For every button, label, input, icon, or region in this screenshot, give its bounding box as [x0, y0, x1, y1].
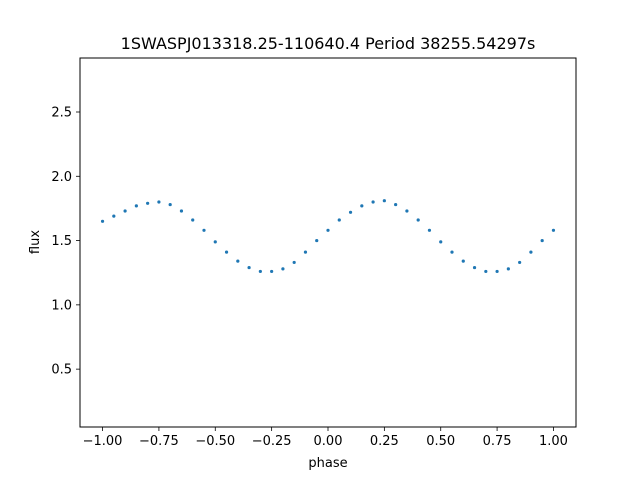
data-point [213, 240, 217, 244]
data-point [427, 228, 432, 232]
data-point [326, 228, 330, 232]
data-point [518, 260, 522, 265]
data-point [292, 260, 296, 265]
data-point [157, 200, 161, 204]
data-point [179, 209, 184, 213]
data-point [258, 269, 262, 274]
data-point [202, 228, 206, 232]
data-point [540, 238, 544, 243]
data-point [123, 209, 127, 213]
data-point [112, 214, 116, 218]
data-point [551, 228, 556, 232]
y-tick-label: 0.5 [51, 363, 72, 378]
x-tick-label: −1.00 [83, 434, 123, 449]
x-tick-label: 0.00 [314, 434, 343, 449]
x-tick-label: 1.00 [539, 434, 568, 449]
data-point [337, 218, 341, 222]
data-point [348, 210, 353, 214]
data-point [450, 250, 454, 254]
data-point [224, 250, 229, 254]
chart-title: 1SWASPJ013318.25-110640.4 Period 38255.5… [121, 34, 536, 53]
y-tick-label: 1.0 [51, 298, 72, 313]
x-tick-label: 0.75 [483, 434, 512, 449]
data-point [168, 202, 172, 207]
data-point [134, 204, 138, 208]
data-point [529, 250, 533, 254]
data-point [484, 269, 488, 274]
data-point [315, 238, 319, 243]
x-axis-label: phase [308, 456, 347, 471]
data-point [439, 240, 443, 244]
x-tick-label: −0.75 [139, 434, 179, 449]
x-tick-label: 0.50 [426, 434, 455, 449]
data-point [472, 265, 477, 270]
data-point [146, 201, 150, 205]
x-tick-label: 0.25 [370, 434, 399, 449]
x-tick-label: −0.50 [195, 434, 235, 449]
data-point [461, 259, 465, 263]
x-axis: −1.00 −0.75 −0.50 −0.25 0.00 0.25 0.50 0.75 1.00 [83, 427, 568, 449]
plot-frame [79, 57, 577, 428]
x-tick-label: −0.25 [252, 434, 292, 449]
data-point [371, 200, 375, 204]
data-point [495, 269, 499, 274]
y-tick-label: 1.5 [51, 234, 72, 249]
data-point [270, 269, 274, 274]
data-point [236, 259, 240, 263]
data-point [382, 199, 386, 203]
data-point [360, 204, 364, 208]
data-point [303, 250, 308, 254]
data-point [416, 218, 420, 222]
data-point [405, 209, 409, 213]
data-point [191, 218, 195, 222]
data-point [100, 219, 105, 223]
y-axis-label: flux [28, 230, 43, 254]
data-point [247, 265, 251, 270]
data-point [281, 267, 285, 271]
data-point [394, 202, 398, 207]
data-points [100, 199, 556, 274]
y-tick-label: 2.5 [51, 106, 72, 121]
y-tick-label: 2.0 [51, 170, 72, 185]
data-point [506, 267, 510, 271]
y-axis: 0.5 1.0 1.5 2.0 2.5 [51, 106, 80, 378]
